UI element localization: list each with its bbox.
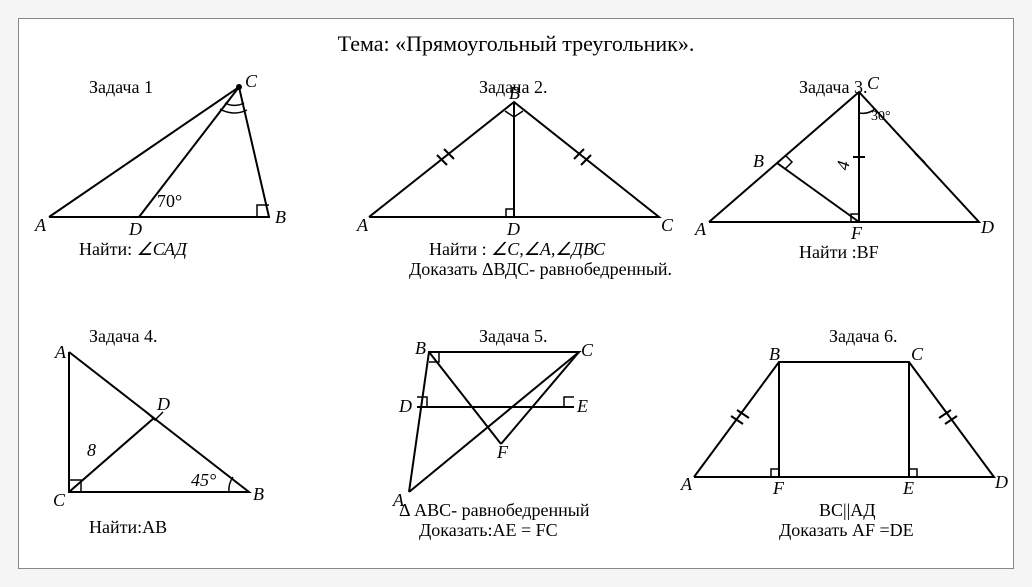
pt-B: B: [253, 484, 264, 505]
pt-B: B: [753, 151, 764, 172]
find-4: Найти:АВ: [89, 517, 167, 538]
prove-6: Доказать АF =DЕ: [779, 520, 914, 541]
side-8: 8: [87, 440, 96, 461]
task-label: Задача 1: [89, 77, 153, 98]
worksheet-title: Тема: «Прямоугольный треугольник».: [19, 31, 1013, 57]
problem-1: Задача 1 A D B C 70° Найти: ∠САД: [29, 67, 339, 307]
cond-5: Δ АВС- равнобедренный: [399, 500, 590, 521]
pt-C: C: [53, 490, 65, 511]
pt-D: D: [129, 219, 142, 240]
pt-D: D: [507, 219, 520, 240]
pt-F: F: [773, 478, 784, 499]
pt-B: B: [509, 83, 520, 104]
pt-B: B: [275, 207, 286, 228]
pt-E: E: [577, 396, 588, 417]
pt-D: D: [995, 472, 1008, 493]
prove-5: Доказать:АЕ = FС: [419, 520, 558, 541]
pt-D: D: [157, 394, 170, 415]
problems-grid: Задача 1 A D B C 70° Найти: ∠САД: [19, 67, 1013, 568]
problem-2: Задача 2. A B C D Найти : ∠С,∠А,∠ДВС: [349, 67, 679, 307]
find-1: Найти: ∠САД: [79, 239, 187, 260]
figure-4: [29, 322, 329, 532]
pt-A: A: [55, 342, 66, 363]
pt-A: A: [681, 474, 692, 495]
worksheet-paper: Тема: «Прямоугольный треугольник». Задач…: [18, 18, 1014, 569]
task-label: Задача 3.: [799, 77, 867, 98]
pt-D: D: [399, 396, 412, 417]
pt-C: C: [867, 73, 879, 94]
pt-E: E: [903, 478, 914, 499]
find-expr: ∠С,∠А,∠ДВС: [491, 239, 605, 259]
pt-F: F: [851, 223, 862, 244]
task-label: Задача 6.: [829, 326, 897, 347]
angle-45: 45°: [191, 470, 216, 491]
problem-5: Задача 5. A B C D E F Δ АВС: [349, 322, 679, 562]
find-expr: ∠САД: [137, 239, 187, 259]
pt-C: C: [911, 344, 923, 365]
find-text: Найти :: [429, 239, 491, 259]
angle-70: 70°: [157, 191, 182, 212]
pt-A: A: [35, 215, 46, 236]
task-label: Задача 5.: [479, 326, 547, 347]
prove-2: Доказать ΔВДС- равнобедренный.: [409, 259, 672, 280]
find-3: Найти :ВF: [799, 242, 879, 263]
pt-B: B: [769, 344, 780, 365]
pt-D: D: [981, 217, 994, 238]
pt-B: B: [415, 338, 426, 359]
task-label: Задача 4.: [89, 326, 157, 347]
pt-C: C: [661, 215, 673, 236]
pt-C: C: [581, 340, 593, 361]
problem-3: Задача 3. A B C D F: [689, 67, 999, 307]
figure-1: [29, 67, 339, 267]
cond-6: ВС||АД: [819, 500, 876, 521]
find-2: Найти : ∠С,∠А,∠ДВС: [429, 239, 605, 260]
problem-4: Задача 4. A C B D 8 45° Найти:АВ: [29, 322, 329, 562]
find-text: Найти:: [79, 239, 137, 259]
pt-C: C: [245, 71, 257, 92]
problem-6: Задача 6. A B C D F E ВС||А: [679, 322, 1009, 562]
pt-A: A: [357, 215, 368, 236]
angle-30: 30°: [871, 109, 891, 125]
pt-A: A: [695, 219, 706, 240]
pt-F: F: [497, 442, 508, 463]
